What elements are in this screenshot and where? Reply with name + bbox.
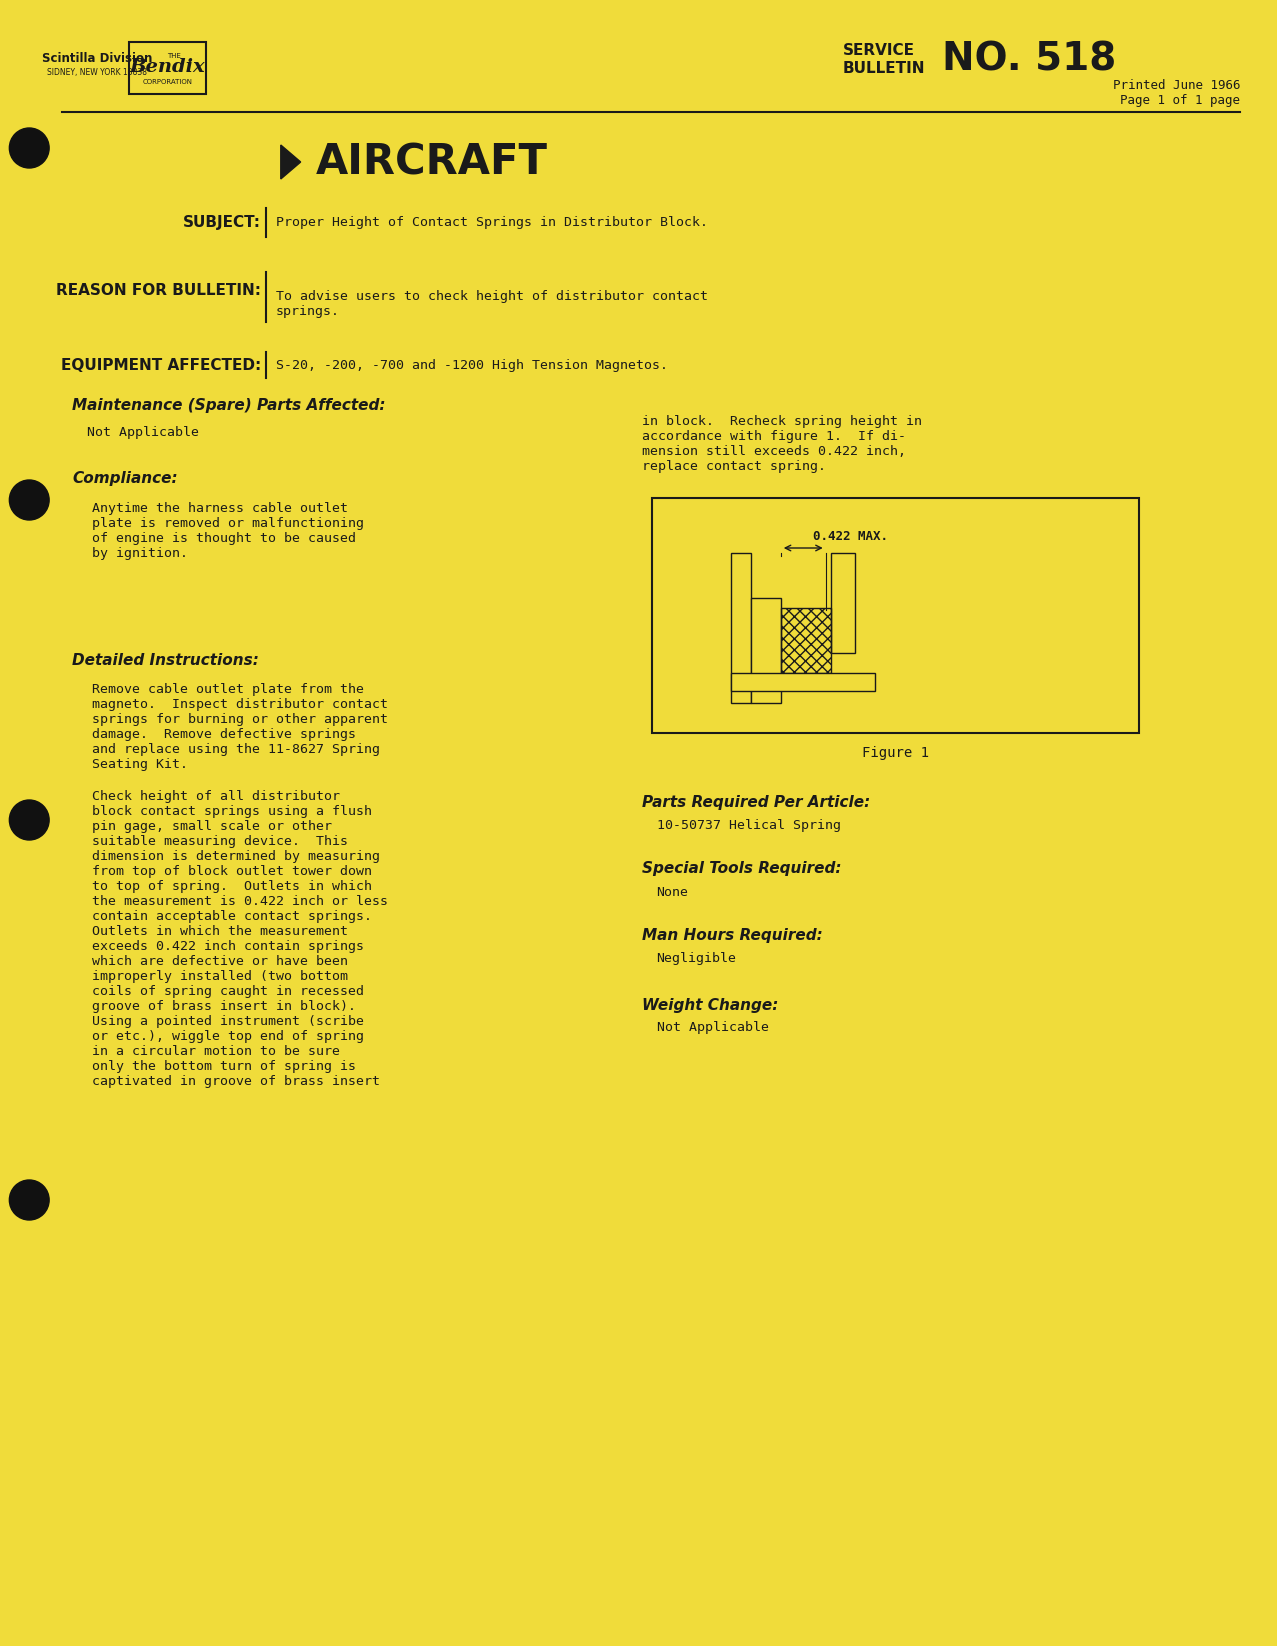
Text: SERVICE: SERVICE xyxy=(843,43,914,58)
Text: Not Applicable: Not Applicable xyxy=(656,1022,769,1034)
Text: Check height of all distributor
block contact springs using a flush
pin gage, sm: Check height of all distributor block co… xyxy=(92,790,388,1088)
Text: REASON FOR BULLETIN:: REASON FOR BULLETIN: xyxy=(56,283,261,298)
Text: Scintilla Division: Scintilla Division xyxy=(42,51,152,64)
Text: Not Applicable: Not Applicable xyxy=(87,426,199,438)
Bar xyxy=(751,597,780,703)
Text: Maintenance (Spare) Parts Affected:: Maintenance (Spare) Parts Affected: xyxy=(72,397,386,413)
Text: Anytime the harness cable outlet
plate is removed or malfunctioning
of engine is: Anytime the harness cable outlet plate i… xyxy=(92,502,364,560)
Text: Page 1 of 1 page: Page 1 of 1 page xyxy=(1120,94,1240,107)
Text: EQUIPMENT AFFECTED:: EQUIPMENT AFFECTED: xyxy=(60,357,261,372)
Text: SUBJECT:: SUBJECT: xyxy=(183,214,261,229)
Text: Proper Height of Contact Springs in Distributor Block.: Proper Height of Contact Springs in Dist… xyxy=(276,216,707,229)
Bar xyxy=(830,553,856,653)
Text: CORPORATION: CORPORATION xyxy=(143,79,193,86)
Circle shape xyxy=(9,481,49,520)
Text: Parts Required Per Article:: Parts Required Per Article: xyxy=(641,795,870,810)
Text: Bendix: Bendix xyxy=(130,58,206,76)
Text: in block.  Recheck spring height in
accordance with figure 1.  If di-
mension st: in block. Recheck spring height in accor… xyxy=(641,415,922,472)
Text: 10-50737 Helical Spring: 10-50737 Helical Spring xyxy=(656,818,840,831)
Polygon shape xyxy=(281,145,300,179)
Bar xyxy=(129,43,206,94)
Text: Printed June 1966: Printed June 1966 xyxy=(1112,79,1240,92)
Circle shape xyxy=(9,128,49,168)
Bar xyxy=(732,673,875,691)
Text: Detailed Instructions:: Detailed Instructions: xyxy=(72,652,259,668)
Text: THE: THE xyxy=(167,53,181,59)
Text: BULLETIN: BULLETIN xyxy=(843,61,925,76)
Text: Figure 1: Figure 1 xyxy=(862,746,928,760)
Bar xyxy=(651,499,1139,732)
Text: None: None xyxy=(656,886,688,899)
Text: To advise users to check height of distributor contact
springs.: To advise users to check height of distr… xyxy=(276,290,707,318)
Text: Weight Change:: Weight Change: xyxy=(641,997,778,1012)
Text: S-20, -200, -700 and -1200 High Tension Magnetos.: S-20, -200, -700 and -1200 High Tension … xyxy=(276,359,668,372)
Text: Remove cable outlet plate from the
magneto.  Inspect distributor contact
springs: Remove cable outlet plate from the magne… xyxy=(92,683,388,770)
Text: NO. 518: NO. 518 xyxy=(942,40,1116,77)
Text: SIDNEY, NEW YORK 13838: SIDNEY, NEW YORK 13838 xyxy=(47,67,147,76)
Text: Man Hours Required:: Man Hours Required: xyxy=(641,927,822,943)
Text: Special Tools Required:: Special Tools Required: xyxy=(641,861,842,876)
Bar xyxy=(780,607,830,673)
Text: 0.422 MAX.: 0.422 MAX. xyxy=(813,530,888,543)
Text: Negligible: Negligible xyxy=(656,951,737,965)
Circle shape xyxy=(9,800,49,839)
Circle shape xyxy=(9,1180,49,1220)
Bar xyxy=(732,553,751,703)
Text: AIRCRAFT: AIRCRAFT xyxy=(315,142,548,183)
Text: Compliance:: Compliance: xyxy=(72,471,178,486)
